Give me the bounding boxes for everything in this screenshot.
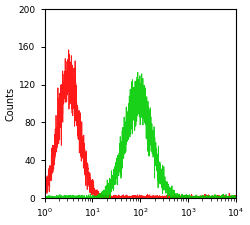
Y-axis label: Counts: Counts (6, 86, 16, 121)
